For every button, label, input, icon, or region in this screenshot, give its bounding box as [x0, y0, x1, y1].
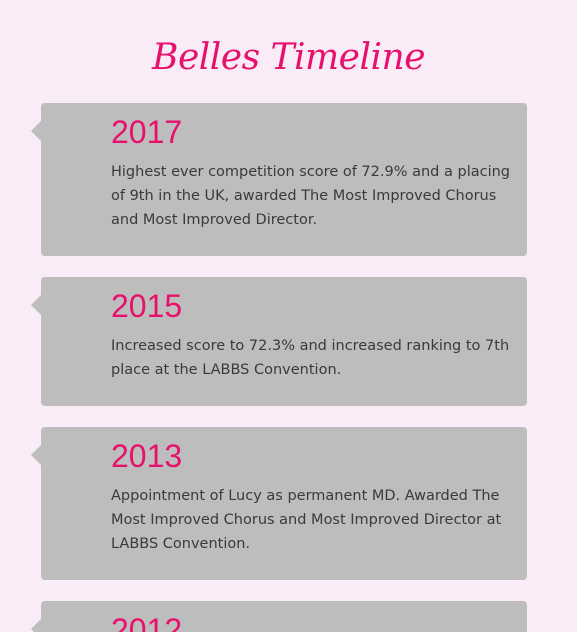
timeline-entry-2012: 2012	[31, 601, 527, 632]
timeline-year: 2013	[111, 438, 183, 474]
timeline-year: 2012	[111, 612, 183, 632]
timeline-entry-2013: 2013 Appointment of Lucy as permanent MD…	[31, 427, 527, 580]
timeline-description: Highest ever competition score of 72.9% …	[111, 164, 511, 228]
timeline-description: Appointment of Lucy as permanent MD. Awa…	[111, 488, 502, 552]
timeline-year: 2015	[111, 288, 183, 324]
timeline-year: 2017	[111, 114, 183, 150]
timeline-description: Increased score to 72.3% and increased r…	[111, 338, 510, 378]
timeline-entry-2015: 2015 Increased score to 72.3% and increa…	[31, 277, 527, 406]
page-title: Belles Timeline	[152, 37, 426, 78]
timeline-entry-2017: 2017 Highest ever competition score of 7…	[31, 103, 527, 256]
